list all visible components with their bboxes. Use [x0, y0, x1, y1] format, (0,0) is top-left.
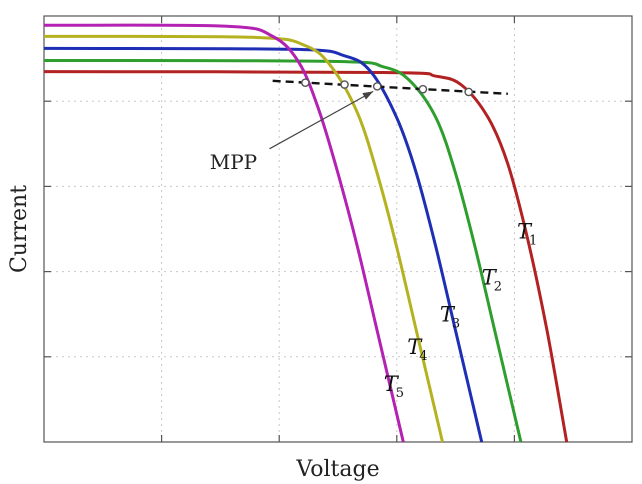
- series-line-t3: [43, 46, 484, 443]
- grid: [44, 16, 632, 442]
- curve-label-subscript: 4: [419, 349, 427, 364]
- series-line-t4: [43, 34, 444, 443]
- x-axis-label: Voltage: [295, 457, 379, 482]
- series-line-t1: [43, 70, 569, 443]
- series-group: [43, 23, 569, 443]
- curve-label-main: T: [407, 335, 423, 359]
- curve-label-t1: T1: [517, 219, 537, 248]
- curve-label-t5: T5: [384, 372, 404, 401]
- y-axis-label: Current: [7, 185, 32, 273]
- series-line-t2: [43, 59, 523, 443]
- curve-label-subscript: 2: [494, 280, 502, 295]
- curve-label-t3: T3: [440, 303, 460, 332]
- series-line-t5: [43, 23, 405, 443]
- curve-label-subscript: 1: [529, 233, 537, 248]
- mpp-label: MPP: [210, 150, 257, 174]
- mpp-arrow-line: [269, 90, 374, 150]
- curve-label-main: T: [517, 219, 533, 243]
- curve-label-main: T: [440, 303, 456, 327]
- curve-label-main: T: [384, 372, 400, 396]
- mpp-point: [372, 82, 382, 91]
- curve-label-main: T: [482, 266, 498, 290]
- mpp-group: MPP: [210, 78, 508, 174]
- curve-label-subscript: 3: [452, 317, 460, 332]
- curve-label-subscript: 5: [396, 386, 404, 401]
- curve-label-t2: T2: [482, 266, 502, 295]
- mpp-point: [418, 84, 428, 94]
- mpp-point: [301, 78, 310, 87]
- plot-frame: [43, 15, 633, 443]
- curve-label-t4: T4: [407, 335, 427, 364]
- mpp-point: [340, 80, 349, 89]
- mpp-arrow-head: [362, 91, 374, 100]
- mpp-point: [464, 87, 473, 97]
